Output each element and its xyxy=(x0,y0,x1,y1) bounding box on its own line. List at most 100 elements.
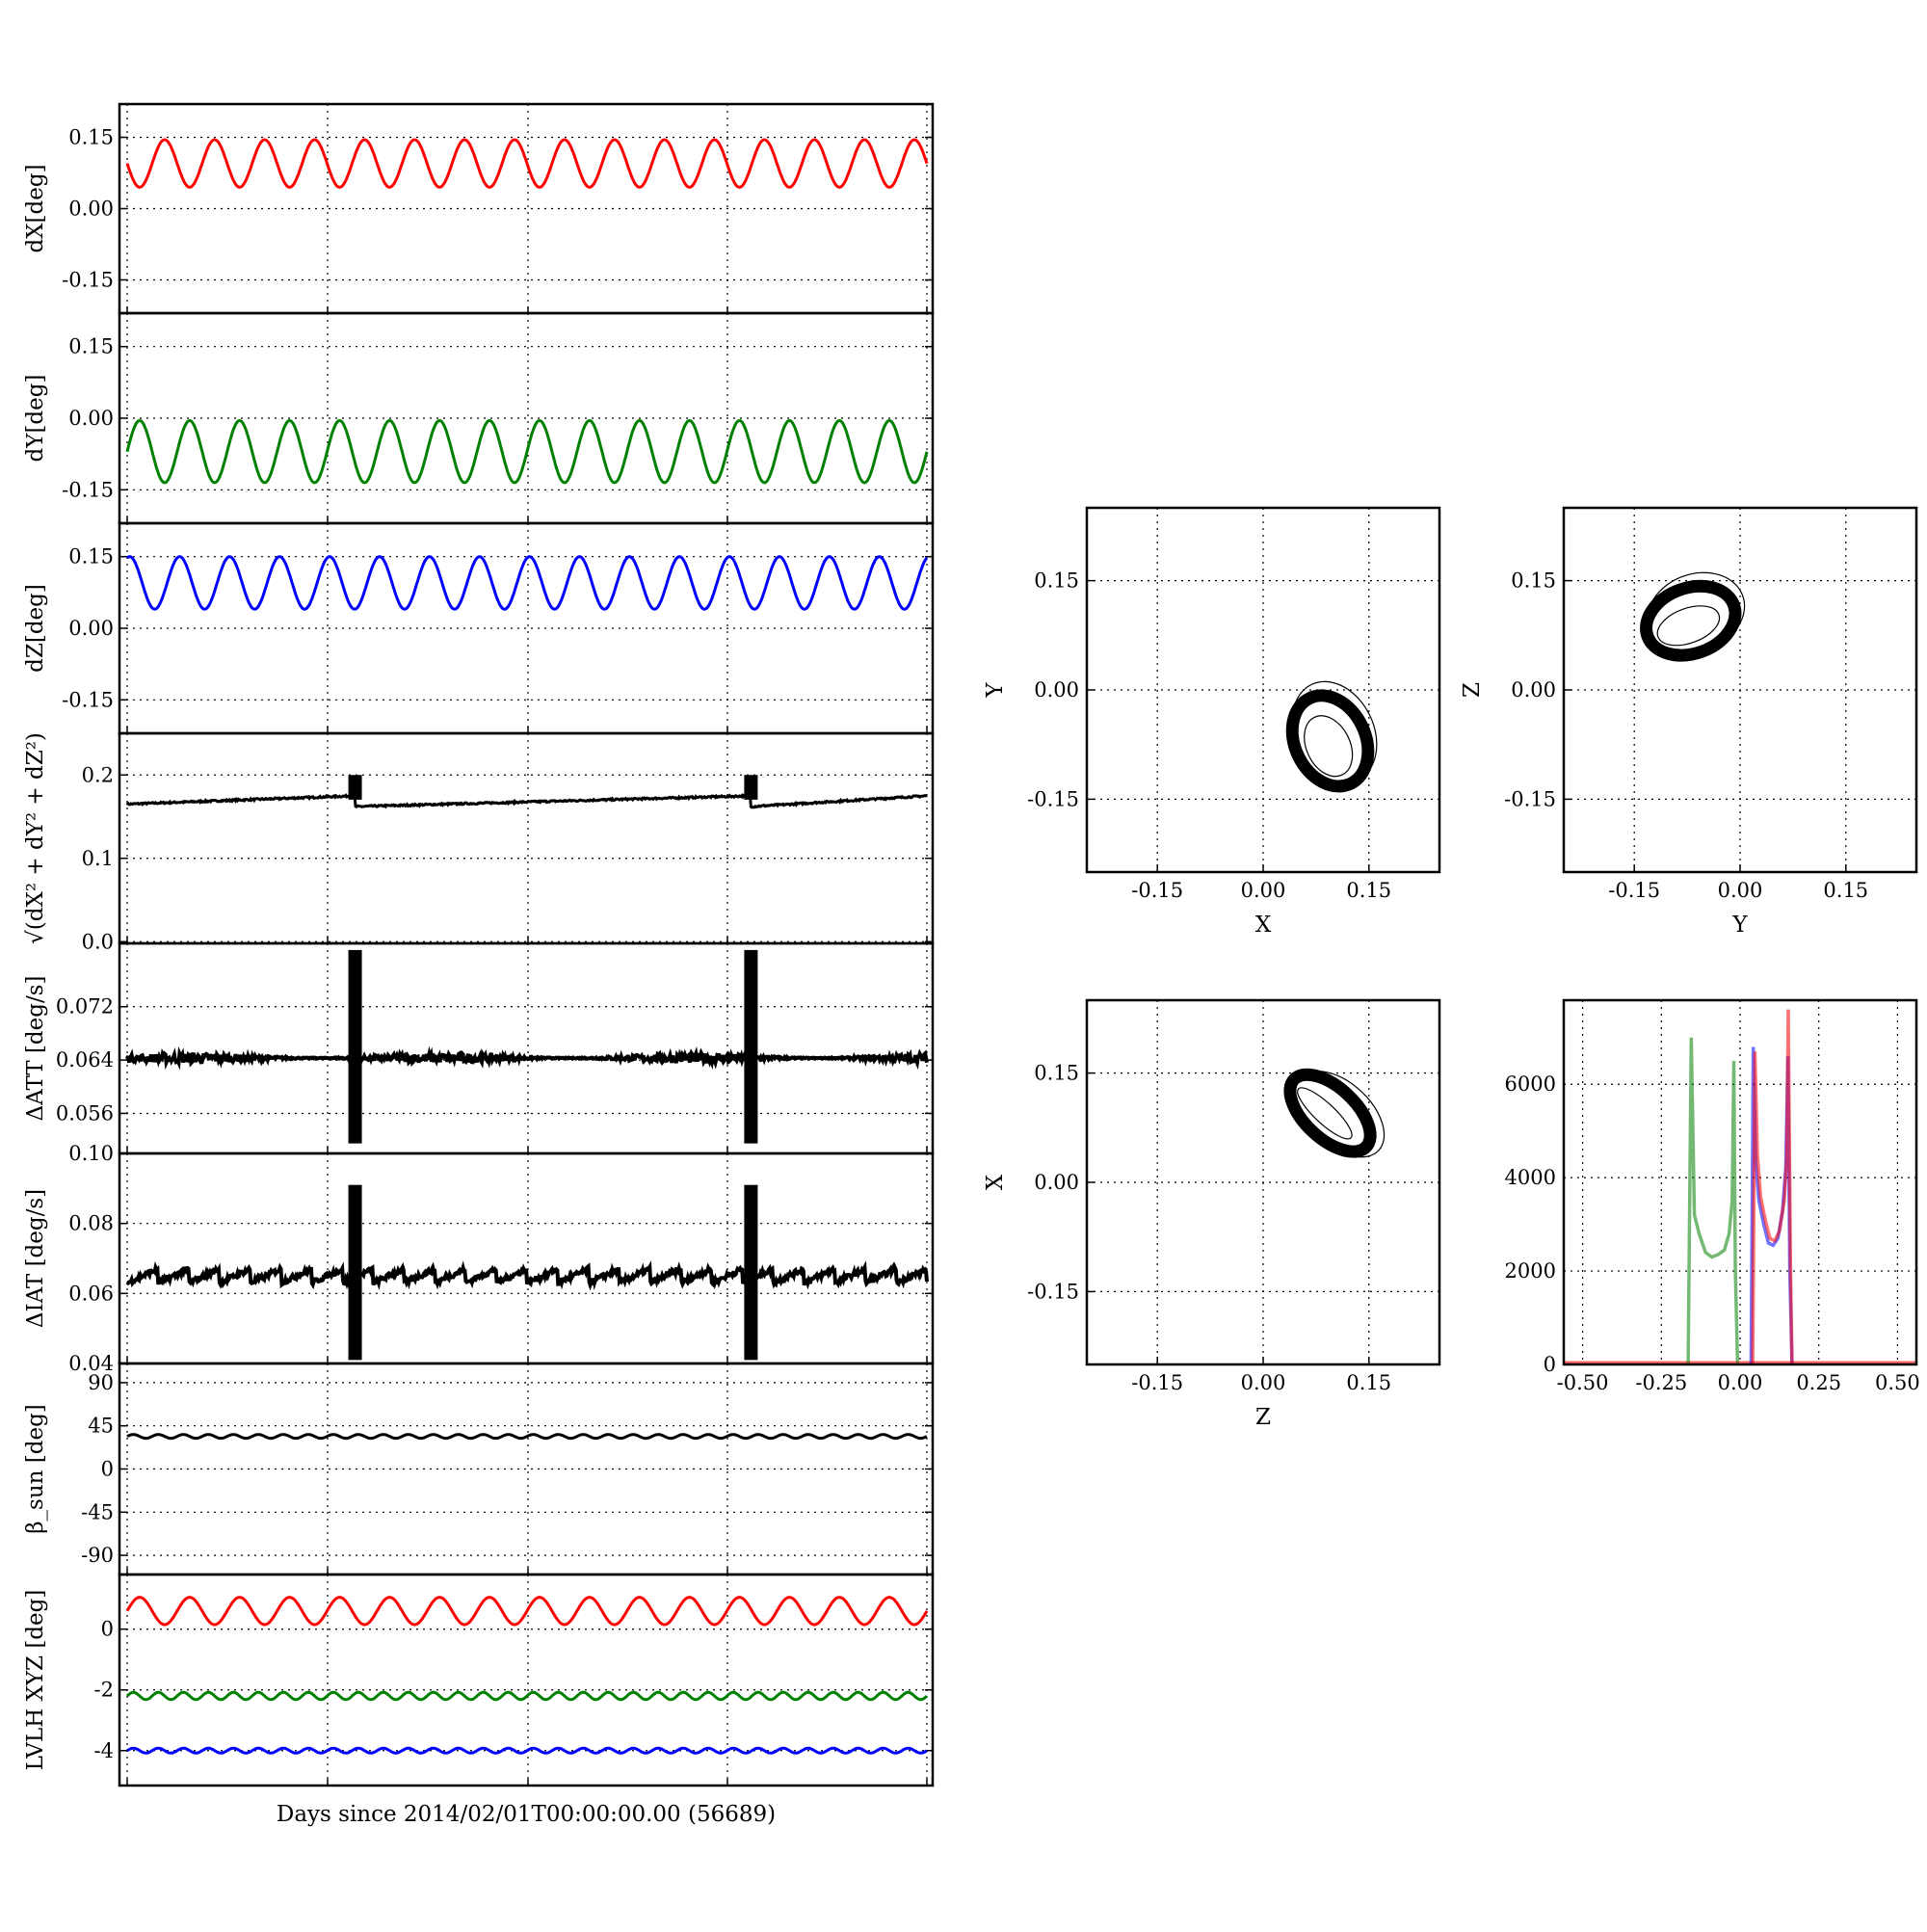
ytick-label-hist-2: 2000 xyxy=(1505,1259,1556,1283)
series-line-dIAT-0 xyxy=(125,1260,929,1291)
trace-loop-XY-1 xyxy=(1291,680,1378,784)
ylabel-norm-text: √(dX² + dY² + dZ²) xyxy=(23,732,48,944)
ytick-label-XY-0: 0.15 xyxy=(1034,569,1079,593)
ylabel-dY-text: dY[deg] xyxy=(23,375,48,463)
ytick-label-lvlh-0: 0 xyxy=(101,1618,114,1641)
frame-lvlh xyxy=(118,1573,935,1787)
ylabel-YZ: Z xyxy=(1460,682,1485,698)
ytick-label-dIAT-2: 0.06 xyxy=(68,1282,114,1305)
xtick-label-XY-0: -0.15 xyxy=(1131,879,1183,902)
trace-loop-XY-2 xyxy=(1304,715,1354,778)
frame-YZ xyxy=(1562,506,1918,874)
ytick-label-XY-2: -0.15 xyxy=(1027,787,1079,810)
ytick-label-ZX-1: 0.00 xyxy=(1034,1171,1079,1194)
ytick-label-YZ-2: -0.15 xyxy=(1504,787,1556,810)
ytick-label-dZ-1: 0.00 xyxy=(68,617,114,640)
ytick-label-beta_sun-0: 90 xyxy=(88,1371,114,1394)
ytick-label-lvlh-2: -4 xyxy=(94,1739,114,1762)
ytick-label-XY-1: 0.00 xyxy=(1034,678,1079,701)
ytick-label-dIAT-3: 0.04 xyxy=(68,1352,114,1375)
frame-dATT xyxy=(118,941,935,1155)
ytick-label-dY-1: 0.00 xyxy=(68,407,114,430)
frame-norm xyxy=(118,731,935,945)
ylabel-XY: Y xyxy=(983,682,1008,699)
ytick-label-dX-0: 0.15 xyxy=(68,126,114,149)
spike-band-dIAT-1 xyxy=(744,1184,758,1361)
ylabel-lvlh-text: LVLH XYZ [deg] xyxy=(23,1590,48,1771)
xtick-label-YZ-1: 0.00 xyxy=(1718,879,1763,902)
series-line-lvlh-0 xyxy=(125,1596,929,1627)
series-line-lvlh-2 xyxy=(126,1746,928,1755)
panel-dY: 0.15 0.00 -0.15 xyxy=(62,311,935,525)
trace-band-XY xyxy=(1285,689,1375,793)
ylabel-ZX: X xyxy=(983,1174,1008,1190)
panel-dATT: 0.072 0.064 0.056 xyxy=(56,941,935,1155)
series-line-beta_sun-0 xyxy=(126,1433,928,1441)
trace-band-ZX xyxy=(1283,1068,1377,1158)
xtick-label-YZ-2: 0.15 xyxy=(1823,879,1868,902)
ylabel-dZ-text: dZ[deg] xyxy=(23,584,48,673)
ylabel-lvlh: LVLH XYZ [deg] xyxy=(23,1590,48,1771)
panel-dIAT: 0.10 0.08 0.06 0.04 xyxy=(68,1142,935,1375)
ytick-label-YZ-1: 0.00 xyxy=(1511,678,1556,701)
ylabel-dZ: dZ[deg] xyxy=(23,584,48,673)
time-axis-label: Days since 2014/02/01T00:00:00.00 (56689… xyxy=(277,1802,776,1827)
ylabel-dY: dY[deg] xyxy=(23,375,48,463)
ylabel-dIAT: ΔIAT [deg/s] xyxy=(23,1189,48,1328)
xtick-label-XY-2: 0.15 xyxy=(1346,879,1391,902)
xlabel-XY: X xyxy=(1255,913,1272,938)
ytick-label-dZ-0: 0.15 xyxy=(68,545,114,569)
panel-beta_sun: 90 45 0 -45 -90 xyxy=(81,1362,935,1576)
ytick-label-hist-1: 4000 xyxy=(1505,1166,1556,1189)
ytick-label-beta_sun-1: 45 xyxy=(88,1415,114,1438)
ytick-label-dATT-2: 0.056 xyxy=(56,1101,114,1125)
ylabel-beta_sun-text: β_sun [deg] xyxy=(23,1404,48,1534)
ytick-label-beta_sun-3: -45 xyxy=(81,1500,114,1523)
xlabel-YZ: Y xyxy=(1731,913,1748,938)
series-line-lvlh-1 xyxy=(126,1690,929,1702)
panel-ZX: -0.15 0.00 0.15 0.15 0.00 -0.15 Z X xyxy=(983,998,1441,1430)
series-line-dATT-0 xyxy=(125,1045,929,1071)
series-line-dX-0 xyxy=(125,138,929,189)
frame-XY xyxy=(1085,506,1441,874)
panel-lvlh: 0 -2 -4 xyxy=(94,1573,935,1787)
trace-loop-YZ-2 xyxy=(1656,605,1721,647)
panel-norm: 0.2 0.1 0.0 xyxy=(82,731,935,953)
xlabel-ZX: Z xyxy=(1255,1405,1271,1430)
ylabel-dIAT-text: ΔIAT [deg/s] xyxy=(23,1189,48,1328)
hist-line-0 xyxy=(1686,1037,1740,1365)
frame-dIAT xyxy=(118,1151,935,1365)
ytick-label-beta_sun-4: -90 xyxy=(81,1544,114,1567)
frame-hist xyxy=(1562,998,1918,1366)
ytick-label-dX-1: 0.00 xyxy=(68,198,114,221)
xtick-label-hist-3: 0.25 xyxy=(1796,1371,1841,1394)
ylabel-dX-text: dX[deg] xyxy=(23,164,48,252)
xtick-label-XY-1: 0.00 xyxy=(1241,879,1286,902)
ytick-label-dIAT-1: 0.08 xyxy=(68,1212,114,1235)
xtick-label-ZX-2: 0.15 xyxy=(1346,1371,1391,1394)
panel-hist: -0.50 -0.25 0.00 0.25 0.50 6000 4000 2000 0 xyxy=(1505,998,1920,1394)
ytick-label-dATT-1: 0.064 xyxy=(56,1048,114,1072)
spike-band-norm-1 xyxy=(744,775,758,800)
ylabel-dX: dX[deg] xyxy=(23,164,48,252)
ytick-label-hist-0: 6000 xyxy=(1505,1072,1556,1096)
xtick-label-hist-1: -0.25 xyxy=(1635,1371,1687,1394)
ytick-label-ZX-0: 0.15 xyxy=(1034,1062,1079,1085)
ytick-label-ZX-2: -0.15 xyxy=(1027,1280,1079,1303)
trace-loop-ZX-1 xyxy=(1294,1071,1386,1158)
ytick-label-dIAT-0: 0.10 xyxy=(68,1142,114,1165)
xtick-label-hist-2: 0.00 xyxy=(1718,1371,1763,1394)
xtick-label-ZX-1: 0.00 xyxy=(1241,1371,1286,1394)
ytick-label-YZ-0: 0.15 xyxy=(1511,569,1556,593)
ytick-label-dATT-0: 0.072 xyxy=(56,995,114,1019)
spike-band-dIAT-0 xyxy=(348,1184,362,1361)
panel-dZ: 0.15 0.00 -0.15 xyxy=(62,521,935,735)
spike-band-dATT-0 xyxy=(348,949,362,1144)
ytick-label-dY-2: -0.15 xyxy=(62,478,114,501)
trace-loop-YZ-1 xyxy=(1647,571,1746,653)
ylabel-beta_sun: β_sun [deg] xyxy=(23,1404,48,1534)
hist-line-2 xyxy=(1751,1009,1794,1365)
spike-band-norm-0 xyxy=(348,775,362,800)
panel-XY: -0.15 0.00 0.15 0.15 0.00 -0.15 X Y xyxy=(983,506,1441,938)
